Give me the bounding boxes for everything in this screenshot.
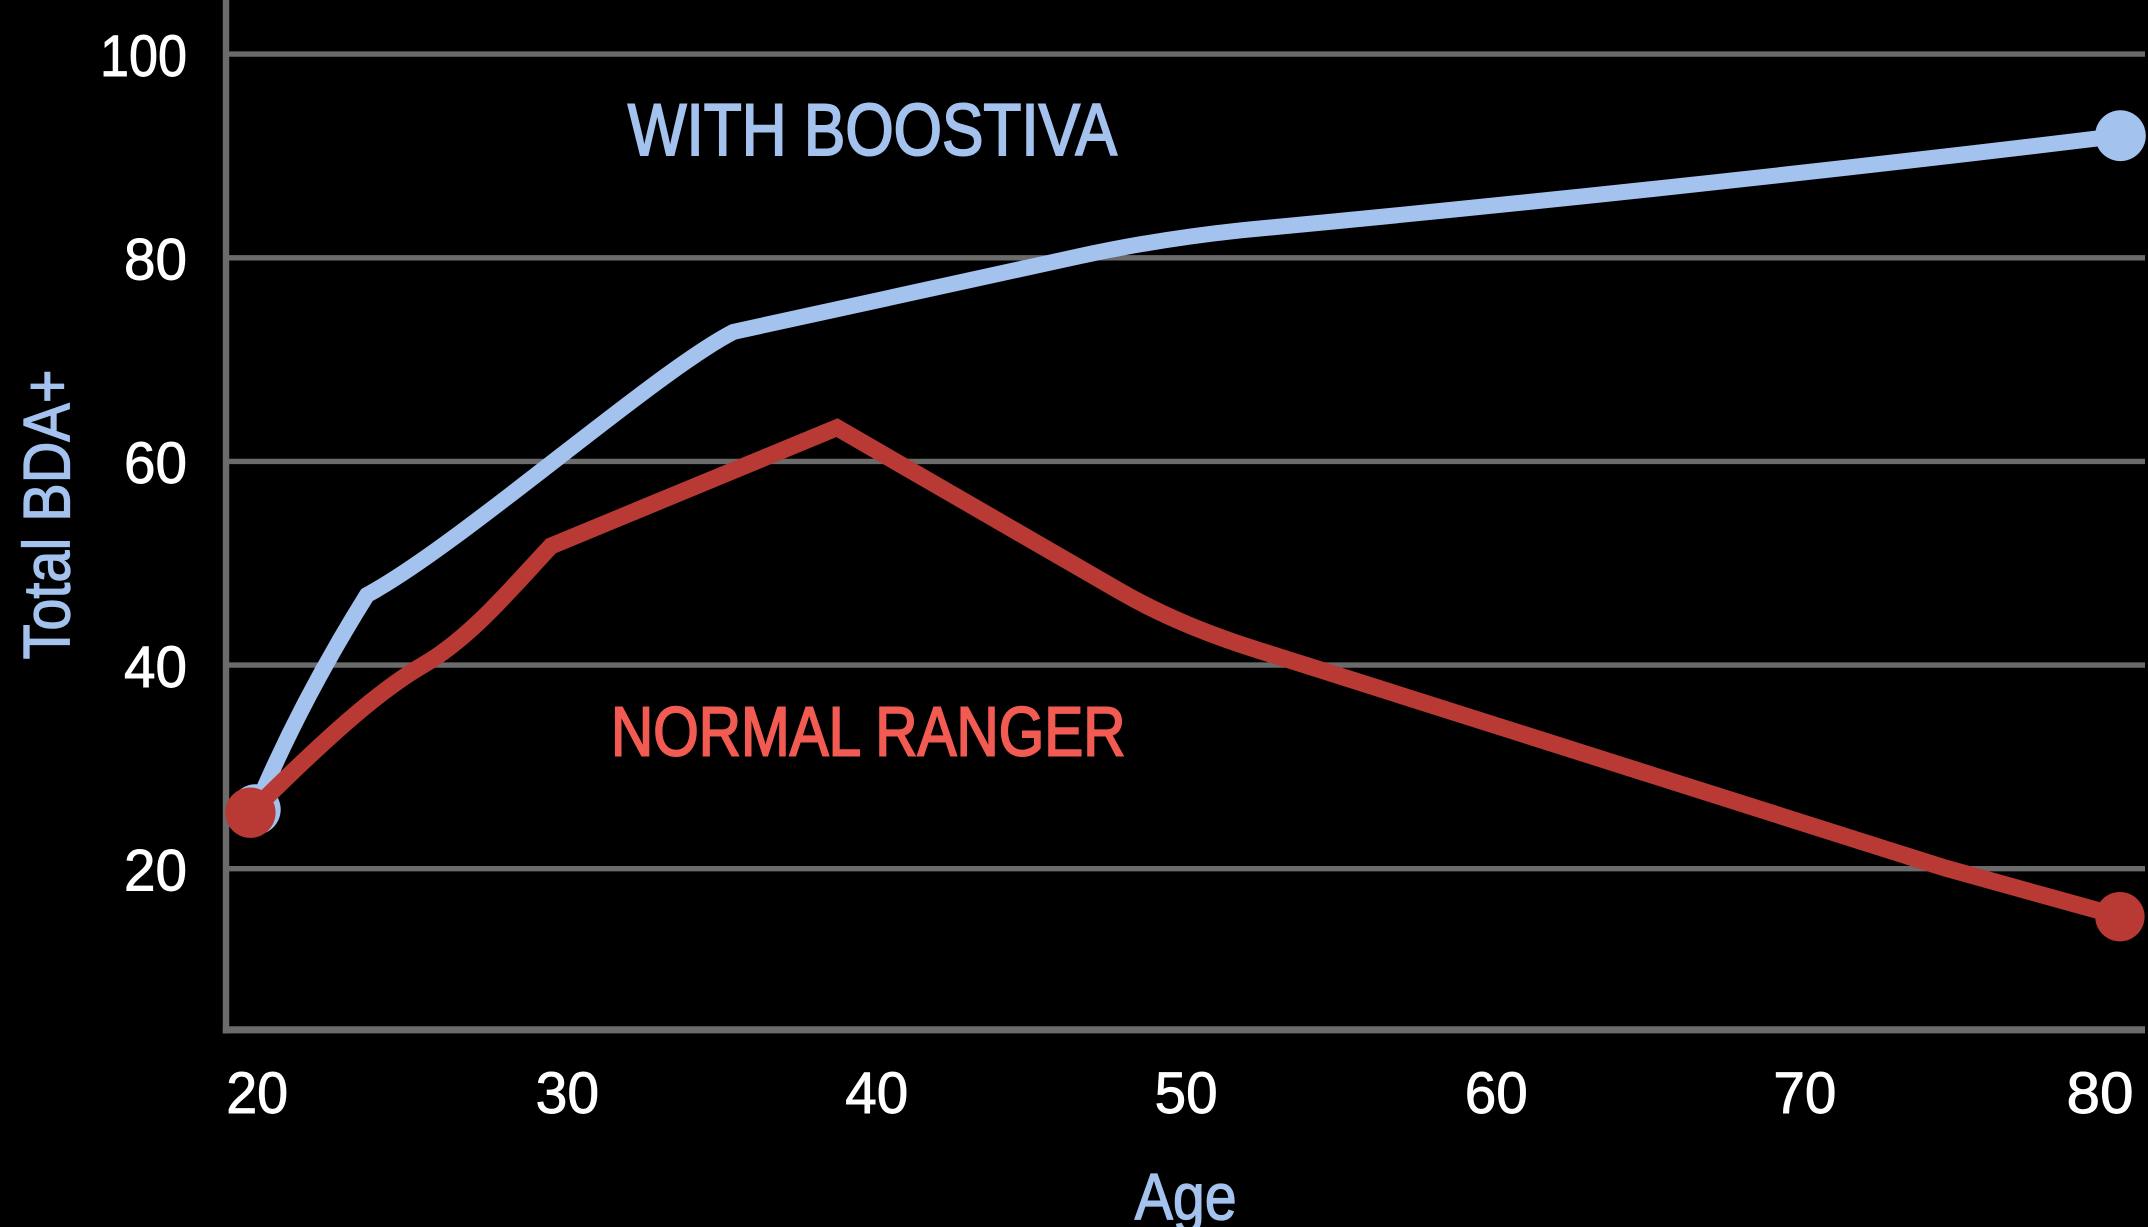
svg-text:60: 60 — [124, 431, 187, 496]
svg-text:NORMAL RANGER: NORMAL RANGER — [611, 693, 1126, 771]
svg-text:Total BDA+: Total BDA+ — [10, 370, 84, 660]
svg-text:Age: Age — [1135, 1159, 1237, 1227]
svg-text:50: 50 — [1155, 1061, 1218, 1126]
svg-text:70: 70 — [1773, 1061, 1836, 1126]
svg-text:80: 80 — [2067, 1061, 2134, 1126]
svg-text:60: 60 — [1465, 1061, 1528, 1126]
svg-text:WITH BOOSTIVA: WITH BOOSTIVA — [628, 90, 1117, 171]
svg-text:80: 80 — [124, 228, 187, 293]
svg-text:100: 100 — [100, 24, 187, 89]
svg-text:40: 40 — [845, 1061, 908, 1126]
svg-text:30: 30 — [536, 1061, 600, 1126]
svg-text:20: 20 — [124, 839, 187, 904]
svg-text:40: 40 — [124, 635, 187, 700]
svg-text:20: 20 — [226, 1061, 288, 1126]
